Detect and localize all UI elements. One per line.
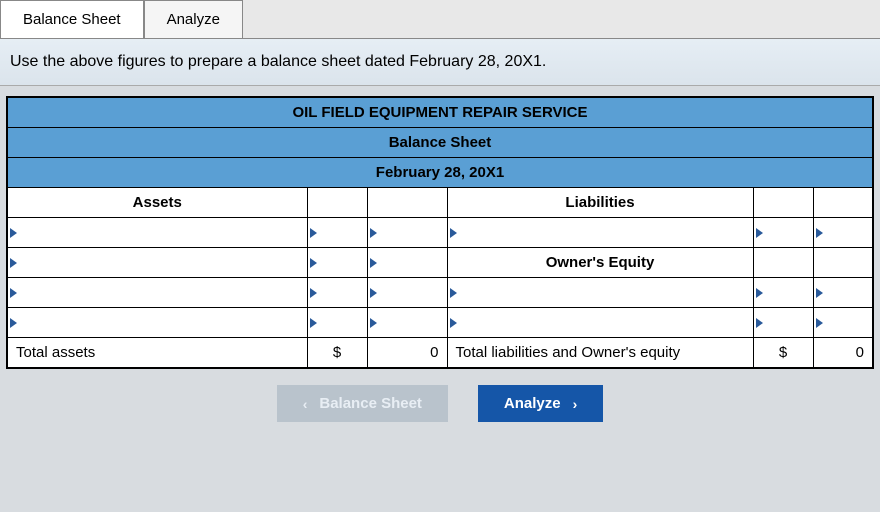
asset-row-2-amt[interactable] <box>367 248 447 278</box>
asset-row-3-label[interactable] <box>7 278 307 308</box>
next-button-label: Analyze <box>504 395 561 412</box>
assets-header-spacer2 <box>367 188 447 218</box>
liab-header-spacer2 <box>813 188 873 218</box>
balance-sheet-table: OIL FIELD EQUIPMENT REPAIR SERVICE Balan… <box>6 96 874 369</box>
total-assets-value: 0 <box>367 338 447 369</box>
oe-spacer1 <box>753 248 813 278</box>
asset-row-1-cur[interactable] <box>307 218 367 248</box>
tab-bar: Balance Sheet Analyze <box>0 0 880 39</box>
prev-button-label: Balance Sheet <box>319 395 422 412</box>
oe-row-2-amt[interactable] <box>813 308 873 338</box>
total-liab-equity-currency: $ <box>753 338 813 369</box>
nav-button-row: ‹ Balance Sheet Analyze › <box>0 369 880 438</box>
sheet-date: February 28, 20X1 <box>7 158 873 188</box>
liabilities-header: Liabilities <box>447 188 753 218</box>
asset-row-4-cur[interactable] <box>307 308 367 338</box>
total-assets-currency: $ <box>307 338 367 369</box>
oe-spacer2 <box>813 248 873 278</box>
assets-header: Assets <box>7 188 307 218</box>
sheet-title: Balance Sheet <box>7 128 873 158</box>
asset-row-1-amt[interactable] <box>367 218 447 248</box>
liab-row-1-label[interactable] <box>447 218 753 248</box>
total-liab-equity-value: 0 <box>813 338 873 369</box>
chevron-right-icon: › <box>573 396 578 412</box>
asset-row-1-label[interactable] <box>7 218 307 248</box>
liab-row-1-cur[interactable] <box>753 218 813 248</box>
prev-button[interactable]: ‹ Balance Sheet <box>277 385 448 422</box>
asset-row-2-cur[interactable] <box>307 248 367 278</box>
next-button[interactable]: Analyze › <box>478 385 603 422</box>
tab-balance-sheet[interactable]: Balance Sheet <box>0 0 144 38</box>
total-liab-equity-label: Total liabilities and Owner's equity <box>447 338 753 369</box>
asset-row-2-label[interactable] <box>7 248 307 278</box>
total-assets-label: Total assets <box>7 338 307 369</box>
asset-row-4-label[interactable] <box>7 308 307 338</box>
tab-analyze[interactable]: Analyze <box>144 0 243 38</box>
oe-row-2-label[interactable] <box>447 308 753 338</box>
asset-row-4-amt[interactable] <box>367 308 447 338</box>
asset-row-3-amt[interactable] <box>367 278 447 308</box>
liab-row-1-amt[interactable] <box>813 218 873 248</box>
owners-equity-header: Owner's Equity <box>447 248 753 278</box>
balance-sheet-region: OIL FIELD EQUIPMENT REPAIR SERVICE Balan… <box>0 86 880 369</box>
assets-header-spacer1 <box>307 188 367 218</box>
oe-row-2-cur[interactable] <box>753 308 813 338</box>
oe-row-1-cur[interactable] <box>753 278 813 308</box>
company-name: OIL FIELD EQUIPMENT REPAIR SERVICE <box>7 97 873 128</box>
liab-header-spacer1 <box>753 188 813 218</box>
asset-row-3-cur[interactable] <box>307 278 367 308</box>
oe-row-1-amt[interactable] <box>813 278 873 308</box>
oe-row-1-label[interactable] <box>447 278 753 308</box>
chevron-left-icon: ‹ <box>303 396 308 412</box>
instruction-text: Use the above figures to prepare a balan… <box>0 39 880 86</box>
